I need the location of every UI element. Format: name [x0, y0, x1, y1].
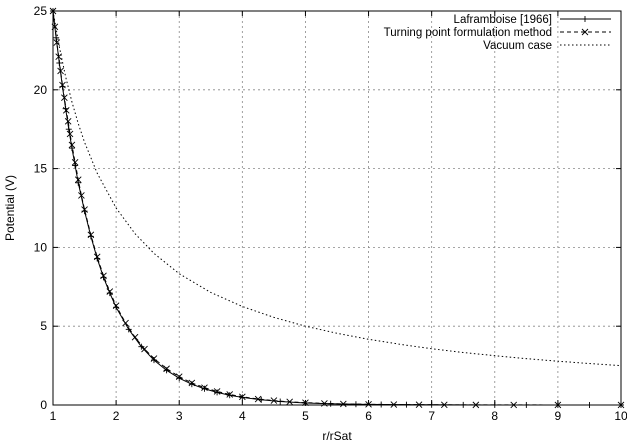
data-point — [390, 401, 398, 408]
data-point — [141, 345, 148, 353]
series-line — [52, 10, 621, 406]
x-tick-label: 6 — [365, 409, 372, 423]
x-tick-label: 2 — [113, 409, 120, 423]
data-point — [66, 130, 74, 138]
data-point — [74, 176, 82, 183]
data-point — [81, 206, 88, 213]
series-layer — [49, 7, 625, 409]
x-tick-label: 9 — [555, 409, 562, 423]
data-point — [188, 379, 196, 387]
data-point — [122, 319, 129, 327]
data-point — [270, 397, 278, 404]
x-tick-label: 10 — [614, 409, 627, 423]
data-point — [510, 401, 518, 409]
legend-label: Laframboise [1966] — [454, 14, 552, 26]
data-point — [150, 355, 158, 362]
legend: Laframboise [1966]Turning point formulat… — [384, 14, 611, 52]
axis-ticks: 1 2 3 4 5 6 7 8 9 10 0 5 10 15 20 25 — [34, 4, 627, 423]
data-point — [64, 118, 72, 125]
y-tick-label: 5 — [40, 319, 47, 333]
data-point — [78, 192, 85, 199]
x-tick-label: 4 — [239, 409, 246, 423]
x-tick-label: 5 — [302, 409, 309, 423]
y-axis-label: Potential (V) — [3, 175, 17, 241]
series-line — [52, 10, 622, 367]
data-point — [254, 395, 262, 403]
grid-lines — [53, 11, 621, 405]
data-point — [61, 94, 68, 101]
series-line — [52, 10, 622, 406]
legend-label: Vacuum case — [483, 40, 552, 52]
plot-frame — [52, 10, 622, 406]
x-tick-label: 1 — [50, 409, 57, 423]
data-point — [472, 401, 480, 409]
data-point — [286, 398, 293, 406]
x-tick-label: 8 — [491, 409, 498, 423]
x-axis-label: r/rSat — [322, 429, 352, 443]
data-point — [440, 401, 448, 409]
data-point — [106, 288, 114, 295]
data-point — [62, 106, 70, 114]
data-point — [339, 400, 347, 408]
data-point — [415, 401, 423, 409]
y-tick-label: 20 — [34, 83, 48, 97]
data-point — [53, 39, 61, 46]
data-point — [365, 400, 372, 408]
y-tick-label: 10 — [34, 240, 48, 254]
legend-marker — [581, 28, 589, 36]
data-point — [213, 388, 221, 395]
y-tick-label: 25 — [34, 4, 48, 18]
data-point — [51, 23, 59, 31]
data-point — [112, 302, 120, 310]
data-point — [68, 141, 76, 149]
legend-label: Turning point formulation method — [384, 27, 552, 39]
data-point — [302, 399, 309, 406]
data-point — [201, 384, 208, 391]
data-point — [131, 333, 139, 341]
x-tick-label: 7 — [428, 409, 435, 423]
data-point — [226, 391, 234, 398]
data-point — [321, 400, 328, 407]
data-point — [59, 81, 66, 89]
data-point — [57, 67, 64, 75]
x-tick-label: 3 — [176, 409, 183, 423]
series-2 — [52, 10, 622, 367]
data-point — [239, 393, 246, 401]
data-point — [163, 365, 170, 373]
data-point — [617, 401, 625, 409]
series-1 — [49, 7, 625, 409]
data-point — [71, 158, 79, 166]
data-point — [175, 373, 183, 380]
y-tick-label: 15 — [34, 162, 48, 176]
y-tick-label: 0 — [40, 398, 47, 412]
data-point — [87, 231, 95, 239]
data-point — [100, 272, 107, 280]
series-0 — [50, 8, 624, 408]
data-point — [93, 253, 101, 261]
data-point — [554, 401, 562, 409]
